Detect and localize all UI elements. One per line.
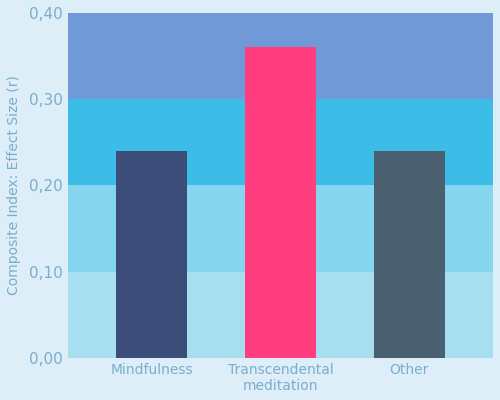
Bar	[374, 151, 445, 358]
Bar	[116, 151, 187, 358]
Bar	[245, 48, 316, 358]
Bar	[68, 13, 493, 99]
Bar	[68, 186, 493, 272]
Bar	[68, 99, 493, 186]
Y-axis label: Composite Index: Effect Size (r): Composite Index: Effect Size (r)	[7, 76, 21, 296]
Bar	[68, 272, 493, 358]
